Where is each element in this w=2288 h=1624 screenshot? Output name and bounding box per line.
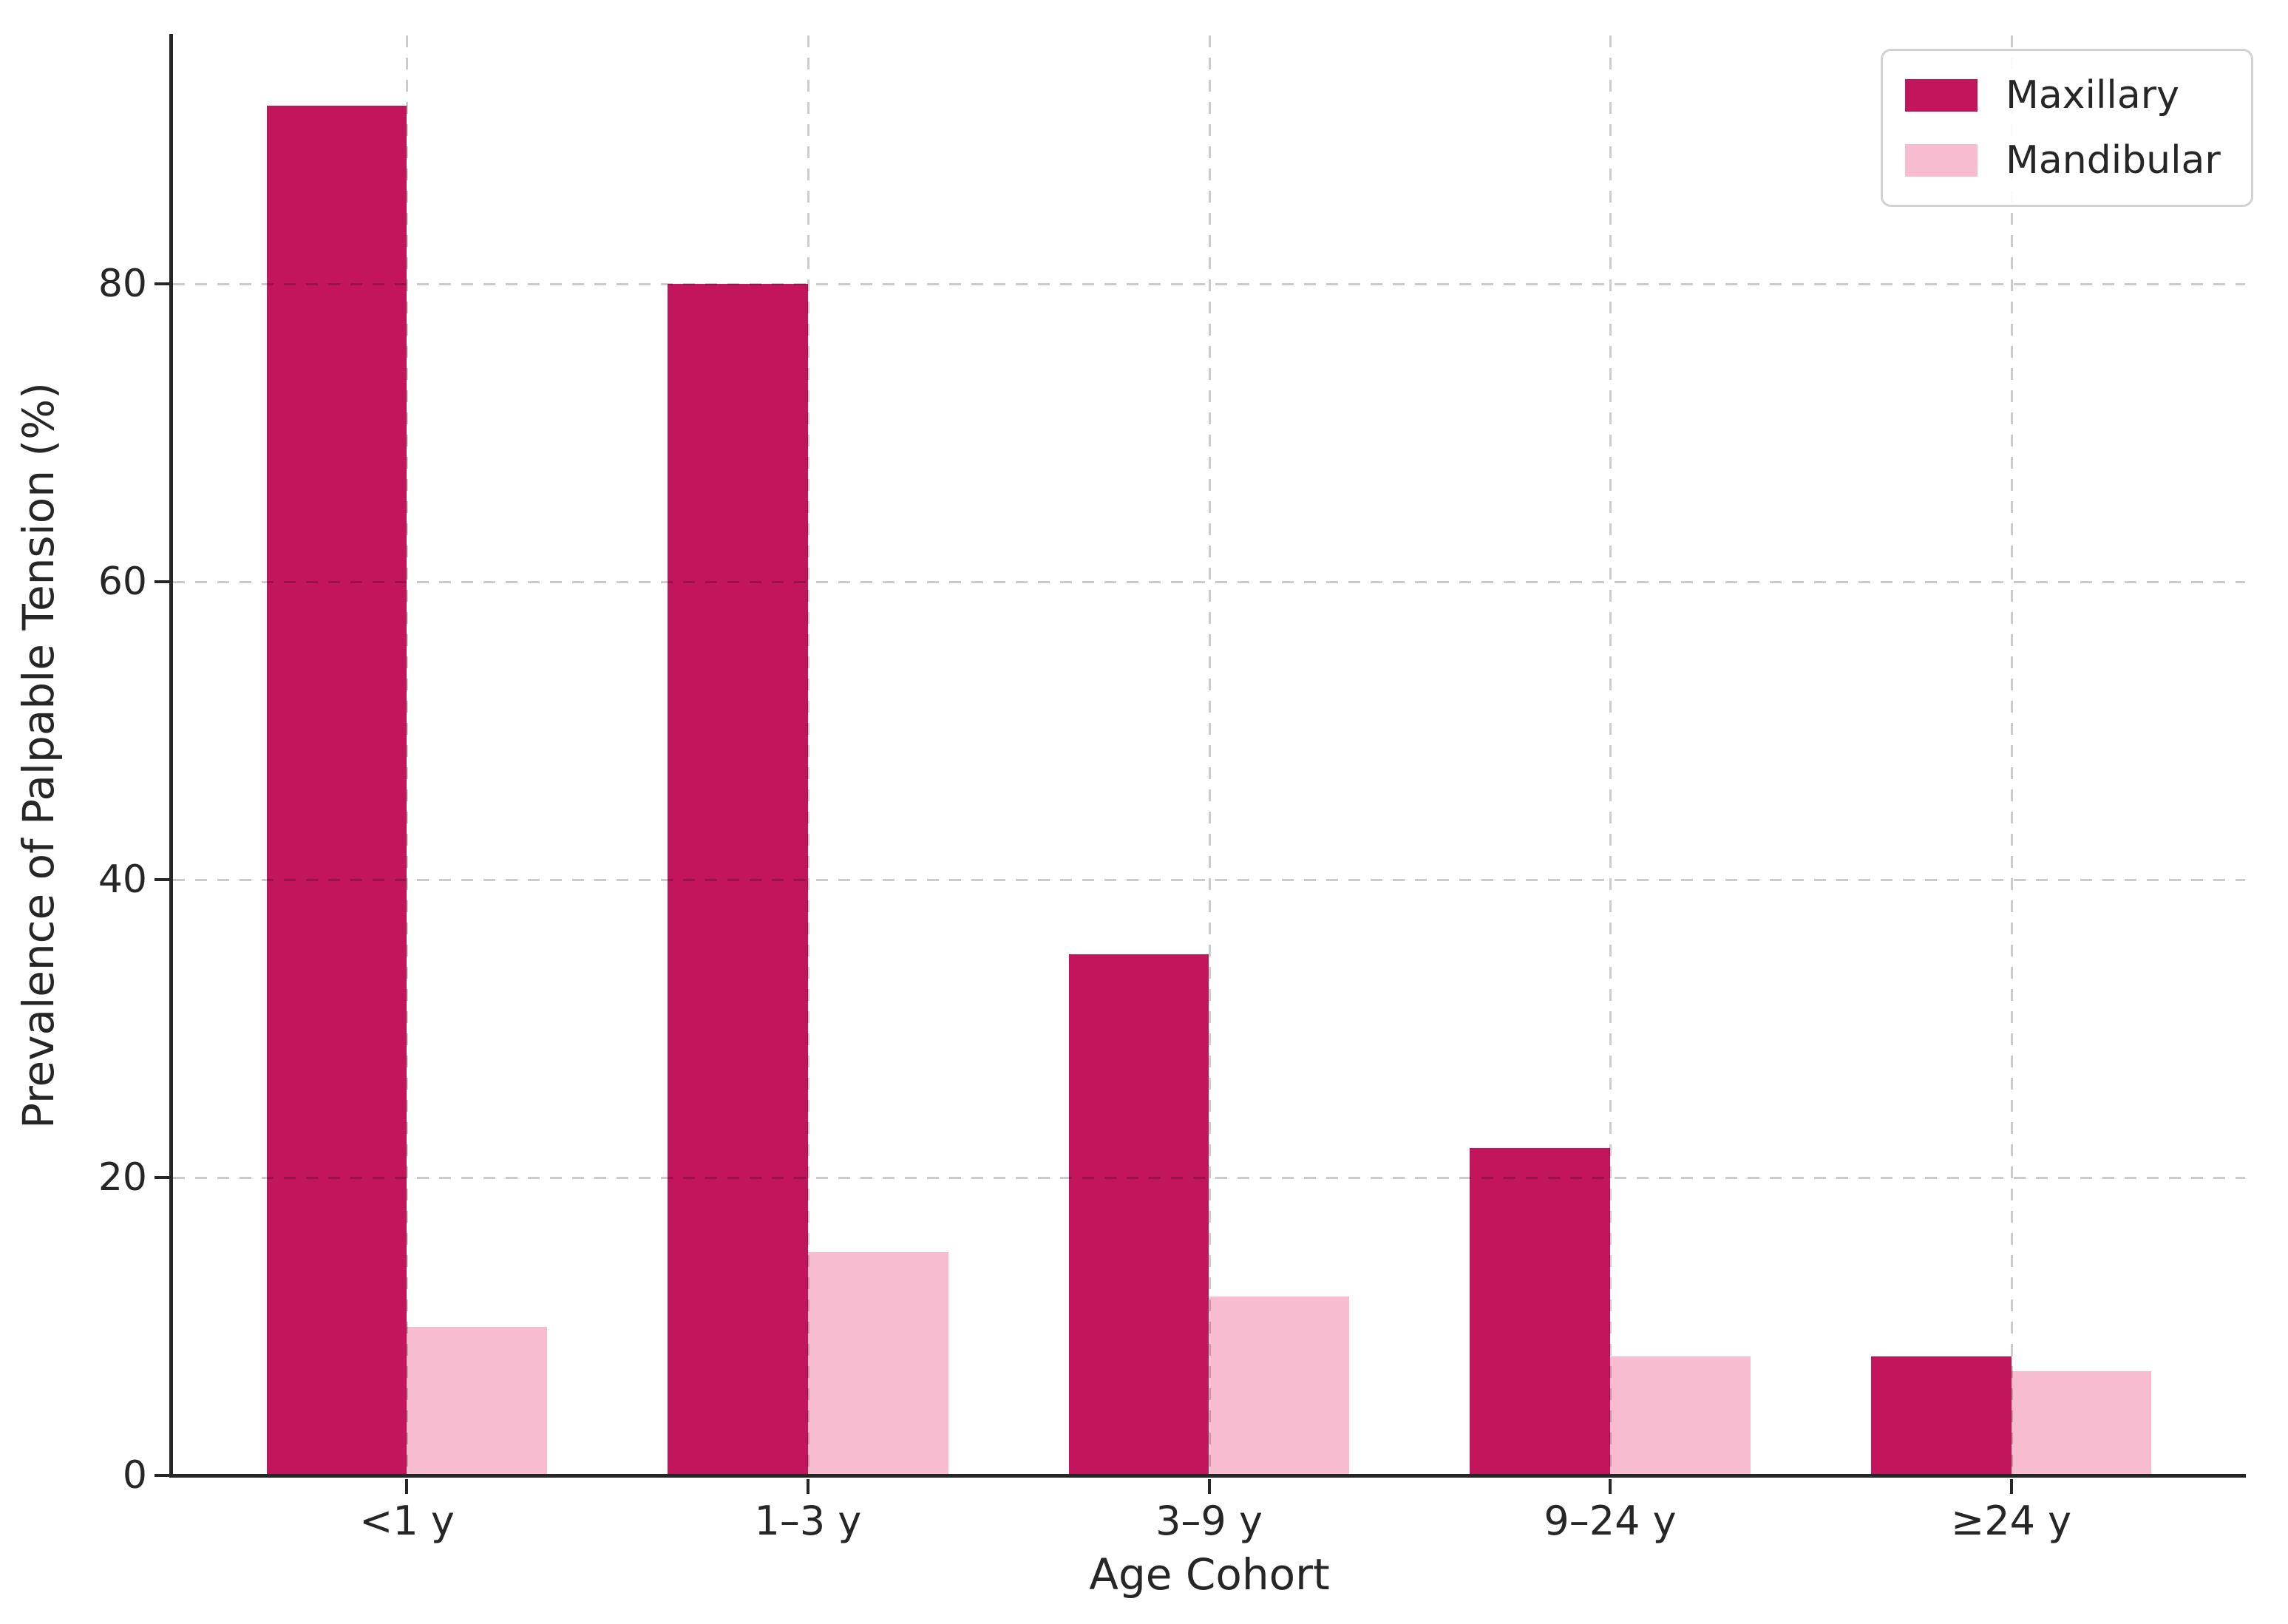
- legend-label-maxillary: Maxillary: [2006, 73, 2179, 118]
- bar-maxillary-24-y: [1870, 1356, 2012, 1475]
- bar-maxillary-3-9-y: [1068, 954, 1209, 1475]
- bar-maxillary-1-3-y: [668, 284, 808, 1475]
- y-tick-label-0: 0: [122, 1453, 147, 1498]
- x-tick-1-3-y: [806, 1479, 809, 1494]
- bar-maxillary-1-y: [266, 105, 407, 1475]
- x-tick-3-9-y: [1207, 1479, 1211, 1494]
- bar-maxillary-9-24-y: [1470, 1147, 1610, 1475]
- legend-label-mandibular: Mandibular: [2006, 138, 2221, 183]
- x-tick-label-3-9-y: 3–9 y: [1155, 1498, 1263, 1544]
- bar-mandibular-1-y: [407, 1326, 548, 1475]
- y-tick-80: [155, 282, 169, 286]
- bar-mandibular-3-9-y: [1209, 1297, 1350, 1475]
- y-tick-0: [155, 1474, 169, 1477]
- legend-swatch-mandibular: [1905, 144, 1978, 177]
- y-tick-40: [155, 878, 169, 882]
- plot-area: [173, 35, 2245, 1475]
- legend-item-mandibular: Mandibular: [1905, 137, 2229, 184]
- y-tick-label-60: 60: [98, 560, 147, 605]
- x-tick-1-y: [405, 1479, 409, 1494]
- y-tick-20: [155, 1176, 169, 1180]
- y-tick-60: [155, 580, 169, 584]
- y-tick-label-40: 40: [98, 857, 147, 903]
- legend-swatch-maxillary: [1905, 79, 1978, 112]
- x-tick-label-1-3-y: 1–3 y: [754, 1498, 862, 1544]
- y-tick-label-20: 20: [98, 1155, 147, 1200]
- x-tick-24-y: [2009, 1479, 2013, 1494]
- x-tick-label-1-y: <1 y: [359, 1498, 455, 1544]
- bar-mandibular-24-y: [2011, 1370, 2152, 1475]
- y-tick-label-80: 80: [98, 262, 147, 307]
- legend: Maxillary Mandibular: [1881, 49, 2253, 207]
- x-axis-label: Age Cohort: [1089, 1549, 1330, 1600]
- bar-mandibular-9-24-y: [1610, 1356, 1751, 1475]
- x-tick-label-24-y: ≥24 y: [1950, 1498, 2072, 1544]
- x-axis-spine: [169, 1474, 2246, 1478]
- y-axis-label: Prevalence of Palpable Tension (%): [13, 382, 64, 1129]
- bar-mandibular-1-3-y: [807, 1251, 948, 1475]
- x-tick-9-24-y: [1609, 1479, 1612, 1494]
- x-tick-label-9-24-y: 9–24 y: [1544, 1498, 1677, 1544]
- legend-item-maxillary: Maxillary: [1905, 72, 2229, 119]
- y-axis-spine: [169, 34, 173, 1478]
